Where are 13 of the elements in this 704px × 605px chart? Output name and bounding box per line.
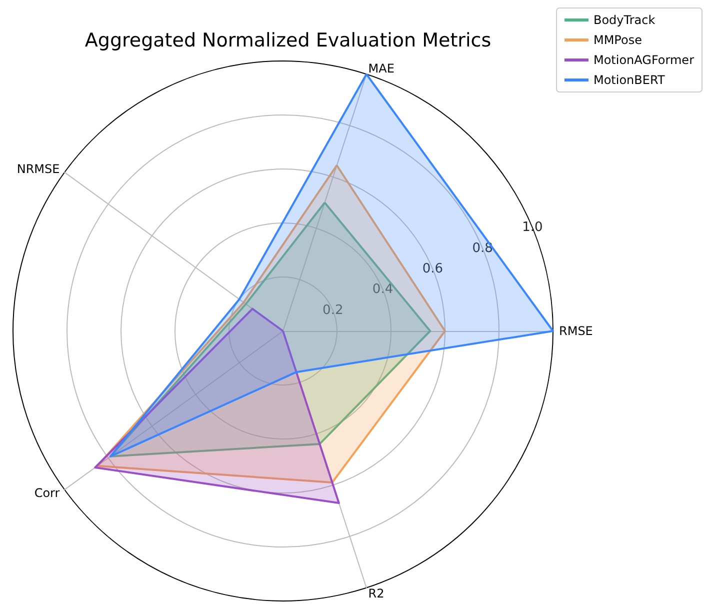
legend-label: MMPose — [593, 33, 642, 47]
legend-label: MotionAGFormer — [593, 53, 694, 67]
spoke-label: RMSE — [559, 324, 593, 338]
text: Aggregated Normalized Evaluation Metrics — [84, 30, 492, 52]
spoke-label: MAE — [368, 62, 394, 76]
spoke-label: R2 — [368, 586, 384, 600]
y-tick-label: 0.4 — [372, 282, 394, 298]
spoke-label: Corr — [34, 486, 60, 500]
legend-label: MotionBERT — [593, 73, 666, 87]
y-tick-label: 0.6 — [422, 262, 444, 277]
spoke-label: NRMSE — [16, 162, 60, 176]
legend-label: BodyTrack — [593, 13, 656, 27]
y-tick-label: 0.2 — [322, 302, 344, 318]
